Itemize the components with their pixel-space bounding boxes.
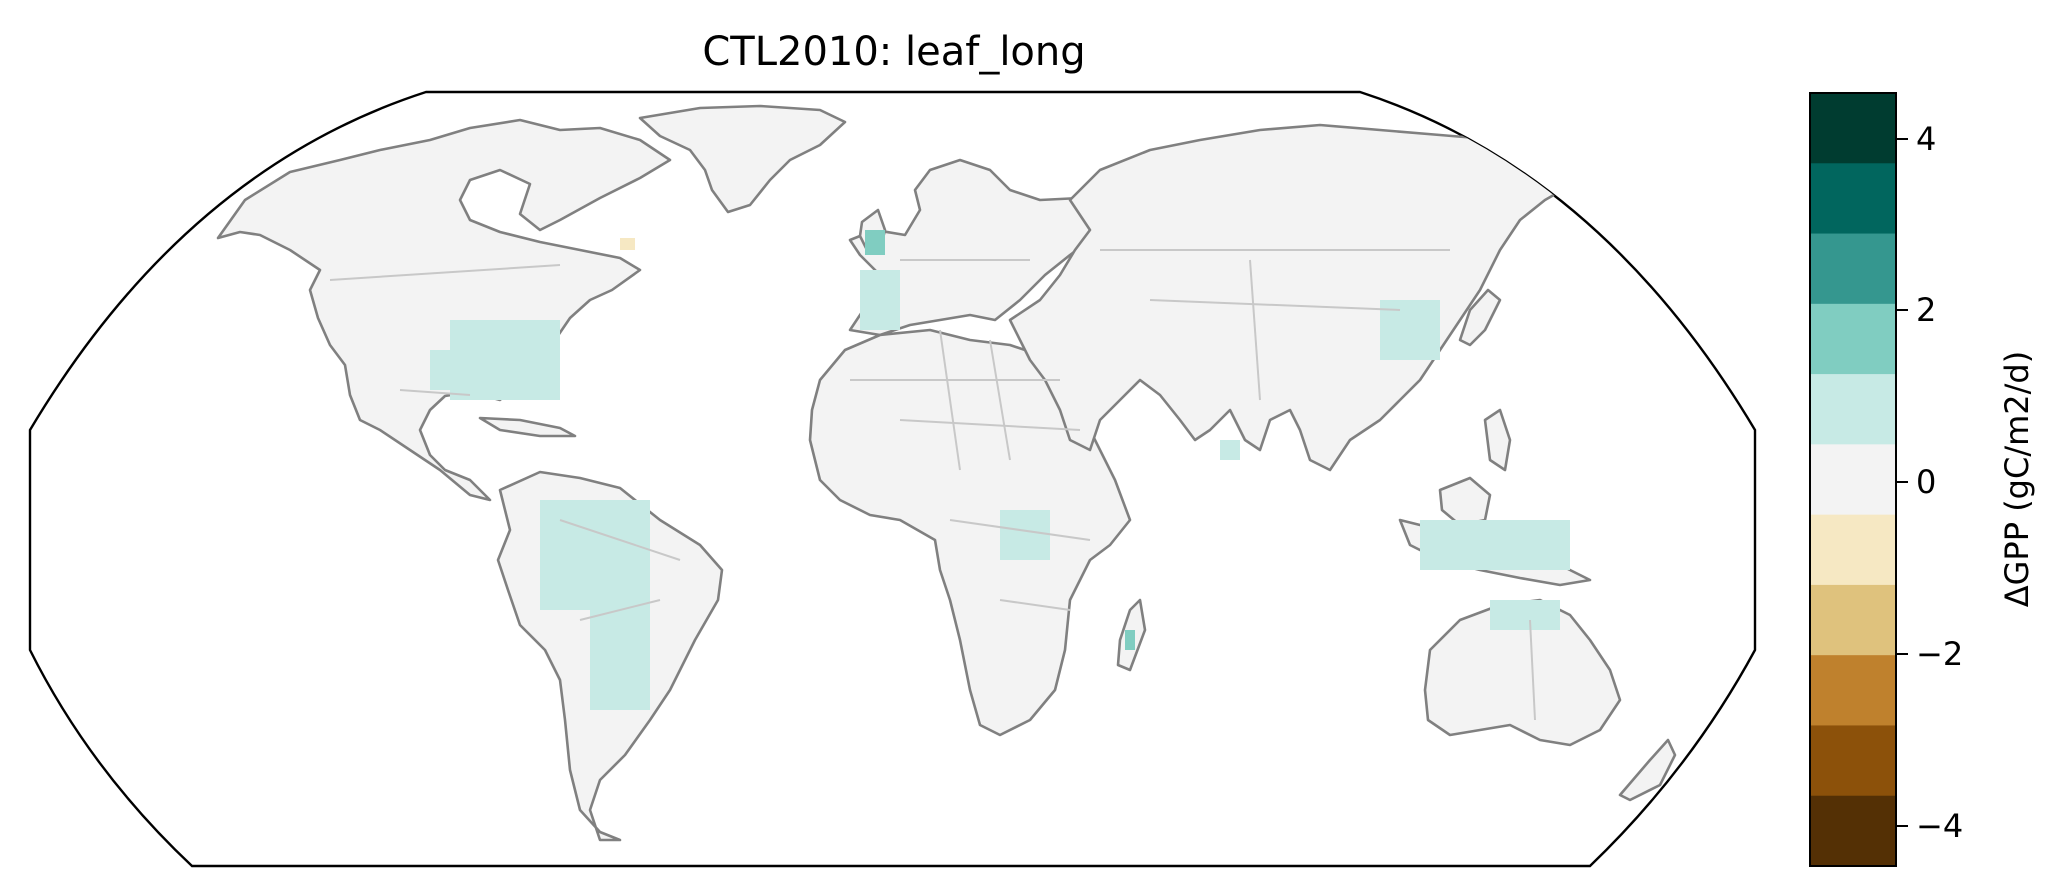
- colorbar-band: [1810, 795, 1896, 867]
- colorbar-ticks: 4 2 0 −2 −4: [1896, 120, 1963, 845]
- land-philippines: [1483, 408, 1512, 472]
- land-europe: [848, 158, 1102, 337]
- land-north-america: [216, 118, 672, 502]
- land-africa: [808, 328, 1132, 737]
- land-greenland: [638, 104, 847, 214]
- colorbar-band: [1810, 725, 1896, 797]
- map-title: CTL2010: leaf_long: [702, 29, 1085, 75]
- country-borders: [329, 249, 1536, 721]
- colorbar: 4 2 0 −2 −4 ΔGPP (gC/m2/d): [1809, 92, 2036, 867]
- colorbar-band: [1810, 584, 1896, 656]
- colorbar-band: [1810, 93, 1896, 164]
- colorbar-label: ΔGPP (gC/m2/d): [1998, 351, 2036, 607]
- land-new-zealand: [1618, 738, 1677, 802]
- colorbar-tick-label: 2: [1916, 291, 1936, 329]
- colorbar-band: [1810, 303, 1896, 375]
- land-japan: [1458, 288, 1502, 347]
- colorbar-band: [1810, 233, 1896, 305]
- colorbar-band: [1810, 163, 1896, 235]
- colorbar-frame: [1809, 92, 1897, 867]
- colorbar-band: [1810, 444, 1896, 516]
- anomaly-patches: [430, 230, 1570, 710]
- colorbar-bands: [1810, 93, 1896, 867]
- land-caribbean: [478, 416, 577, 438]
- colorbar-band: [1810, 655, 1896, 726]
- colorbar-band: [1810, 514, 1896, 586]
- colorbar-tick-label: −2: [1916, 635, 1963, 673]
- colorbar-tick-label: 4: [1916, 120, 1936, 158]
- colorbar-band: [1810, 374, 1896, 445]
- map-panel: [28, 90, 1757, 868]
- colorbar-tick-label: 0: [1916, 463, 1936, 501]
- colorbar-tick-label: −4: [1916, 807, 1963, 845]
